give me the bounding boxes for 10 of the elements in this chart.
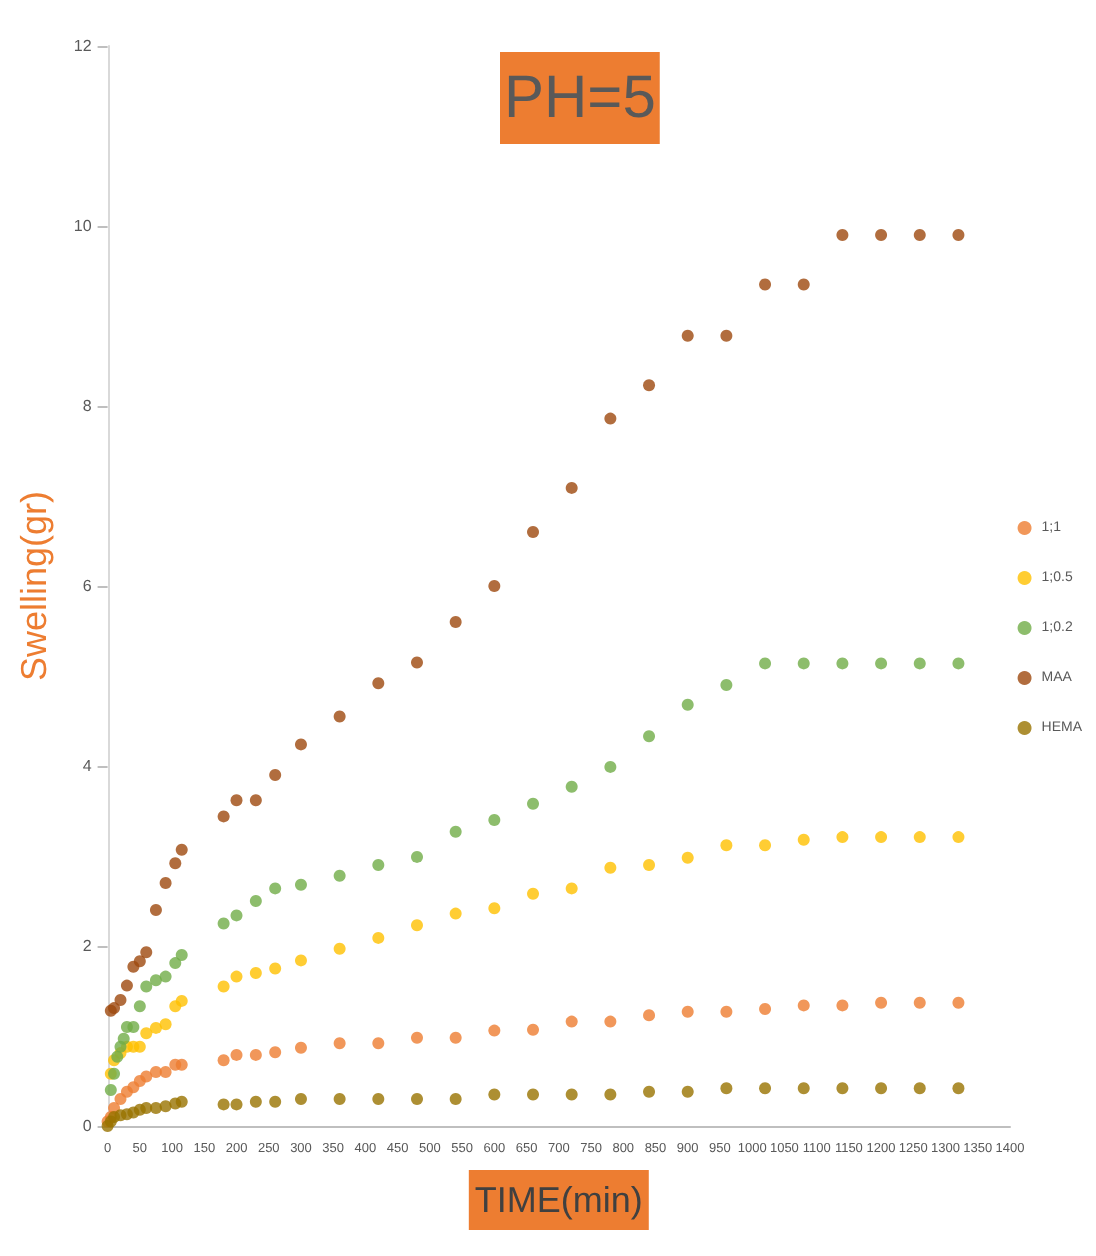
y-tick-label: 4 [82, 757, 93, 775]
chart-title: PH=5 [504, 65, 656, 131]
y-tick-label: 2 [82, 937, 93, 955]
y-axis-title: Swelling(gr) [14, 490, 54, 682]
x-axis-title: TIME(min) [474, 1180, 643, 1220]
y-tick-label: 10 [73, 217, 93, 235]
y-tick-label: 0 [82, 1117, 93, 1135]
y-tick-label: 12 [73, 37, 93, 55]
y-tick-label: 8 [82, 397, 93, 415]
y-tick-label: 6 [82, 577, 93, 595]
